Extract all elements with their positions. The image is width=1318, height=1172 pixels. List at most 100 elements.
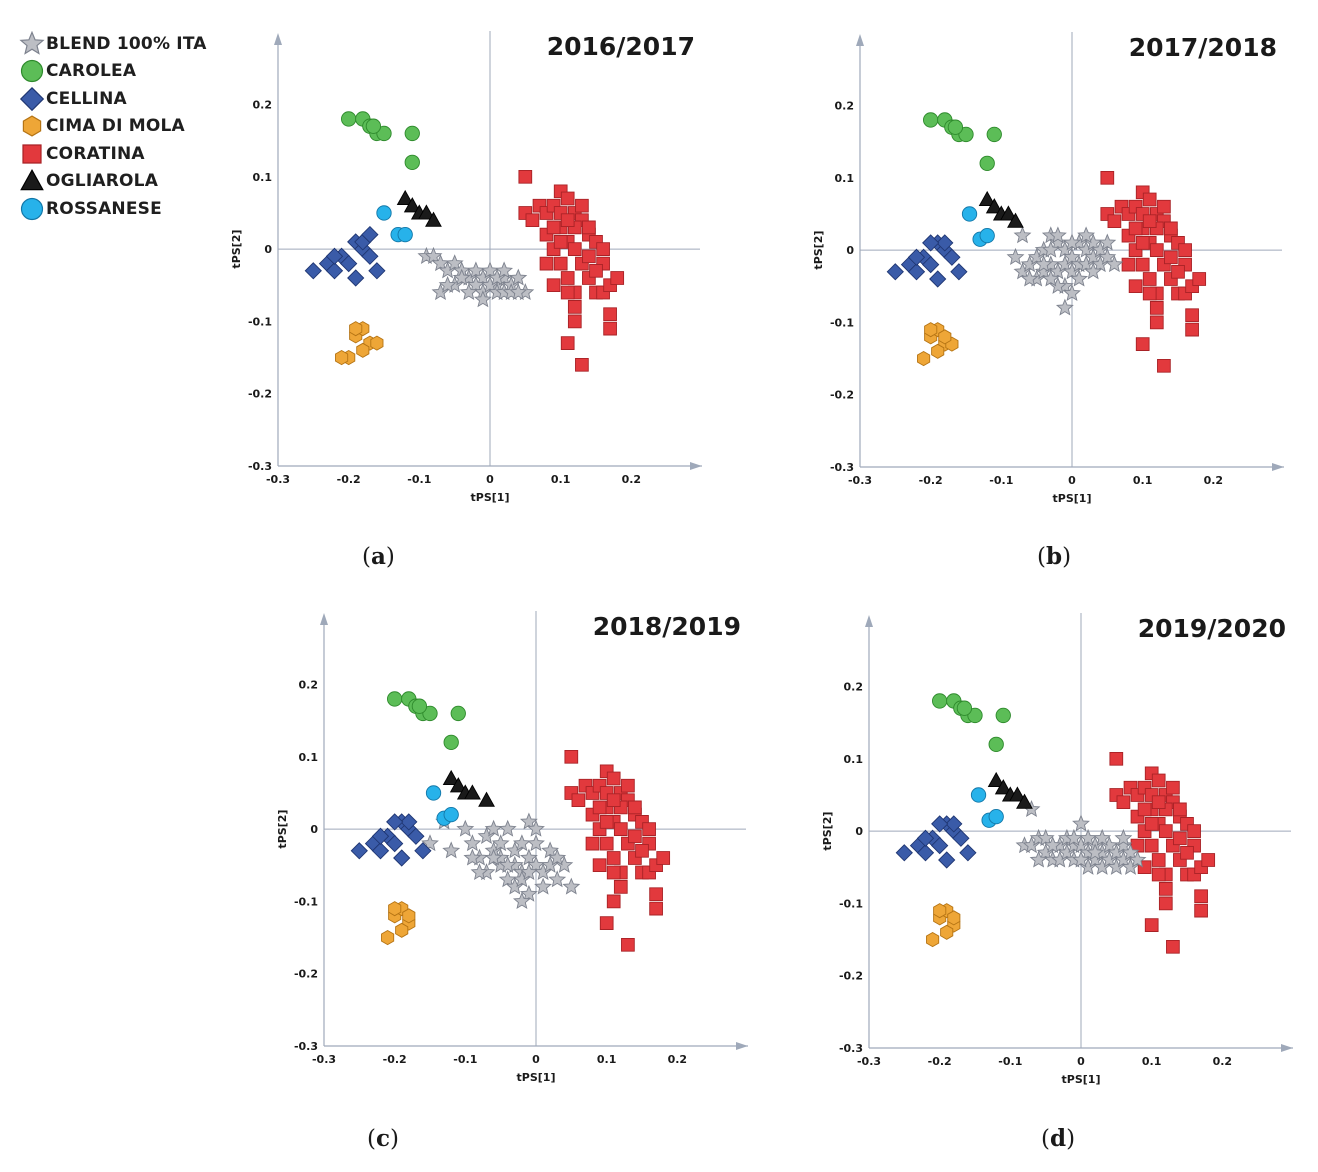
series-rossanese: [425, 785, 459, 826]
data-point-blend-100-ita: [519, 884, 538, 902]
data-point-coratina: [546, 278, 561, 293]
series-cima-di-mola: [917, 322, 959, 367]
data-point-blend-100-ita: [1013, 226, 1032, 244]
legend-triangle-icon: [20, 169, 44, 191]
x-tick-label: -0.2: [928, 1055, 952, 1068]
data-point-blend-100-ita: [519, 848, 538, 866]
x-axis-label: tPS[1]: [517, 1071, 556, 1084]
data-point-cima-di-mola: [938, 329, 952, 345]
x-tick-label: -0.2: [337, 473, 361, 486]
x-tick-label: -0.3: [266, 473, 290, 486]
data-point-coratina: [1144, 817, 1159, 831]
data-point-blend-100-ita: [456, 819, 475, 837]
data-point-blend-100-ita: [519, 863, 538, 881]
series-carolea: [387, 691, 466, 750]
data-point-coratina: [1157, 358, 1171, 373]
data-point-cima-di-mola: [381, 929, 395, 946]
data-point-coratina: [1194, 903, 1208, 918]
data-point-coratina: [582, 249, 596, 264]
y-axis-arrow-icon: [320, 613, 328, 625]
data-point-carolea: [443, 734, 459, 750]
data-point-cellina: [400, 813, 418, 831]
y-tick-label: 0: [310, 823, 318, 836]
data-point-carolea: [450, 705, 466, 722]
y-tick-label: -0.1: [294, 895, 318, 908]
series-ogliarola: [987, 771, 1033, 809]
series-ogliarola: [442, 769, 495, 807]
data-point-coratina: [571, 793, 586, 808]
data-point-cima-di-mola: [933, 903, 947, 919]
data-point-coratina: [1171, 264, 1185, 279]
data-point-carolea: [404, 154, 420, 170]
data-point-ogliarola: [425, 211, 442, 227]
data-point-ogliarola: [985, 198, 1003, 214]
data-point-blend-100-ita: [1029, 850, 1048, 868]
data-point-carolea: [958, 126, 974, 143]
series-carolea: [932, 693, 1011, 752]
data-point-carolea: [932, 693, 948, 709]
legend-hexagon-icon: [22, 115, 42, 137]
data-point-cellina: [371, 842, 390, 860]
data-point-cima-di-mola: [395, 922, 409, 938]
data-point-carolea: [365, 118, 382, 134]
data-point-cellina: [916, 829, 935, 847]
data-point-blend-100-ita: [1128, 850, 1147, 868]
x-axis-arrow-icon: [1281, 1044, 1293, 1052]
data-point-blend-100-ita: [1072, 850, 1090, 868]
chart-title: 2018/2019: [593, 612, 741, 641]
data-point-cima-di-mola: [356, 342, 370, 358]
data-point-coratina: [1142, 192, 1157, 207]
scatter-plot: -0.3 -0.2 -0.1 0 0.1 0.2 0.2 0.1 0 -0.1 -0.2 -0.3 tP…: [821, 613, 1293, 1086]
data-point-carolea: [923, 112, 939, 128]
data-point-coratina: [1135, 337, 1150, 351]
data-point-coratina: [603, 321, 617, 336]
y-tick-label: 0.1: [253, 171, 273, 184]
data-point-blend-100-ita: [1098, 233, 1117, 251]
legend-square-icon: [22, 144, 42, 164]
data-point-cellina: [943, 248, 961, 266]
data-point-coratina: [553, 256, 568, 271]
data-point-blend-100-ita: [1114, 828, 1133, 846]
x-tick-label: 0.2: [668, 1053, 688, 1066]
data-point-blend-100-ita: [1043, 836, 1062, 854]
data-point-rossanese: [376, 205, 392, 221]
data-point-coratina: [606, 865, 621, 880]
data-point-coratina: [606, 793, 621, 808]
data-point-blend-100-ita: [527, 819, 545, 837]
data-point-ogliarola: [478, 791, 495, 807]
legend-diamond-icon: [19, 86, 45, 111]
data-point-cellina: [922, 255, 940, 274]
data-point-blend-100-ita: [1036, 828, 1055, 846]
y-axis-label: tPS[2]: [230, 230, 243, 269]
data-point-ogliarola: [1008, 786, 1026, 802]
data-point-blend-100-ita: [1098, 247, 1117, 265]
x-axis-label: tPS[1]: [1062, 1073, 1101, 1086]
data-point-carolea: [387, 691, 403, 707]
data-point-coratina: [1149, 243, 1164, 257]
data-point-ogliarola: [987, 771, 1005, 788]
data-point-cellina: [325, 247, 344, 265]
data-point-coratina: [539, 256, 554, 271]
data-point-ogliarola: [978, 190, 996, 207]
data-point-coratina: [1192, 272, 1207, 286]
y-tick-label: 0: [264, 243, 272, 256]
data-point-coratina: [1201, 853, 1216, 867]
data-point-coratina: [610, 271, 625, 285]
series-cellina: [350, 813, 432, 867]
data-point-coratina: [567, 314, 582, 329]
data-point-ogliarola: [449, 777, 467, 793]
y-tick-label: -0.2: [248, 388, 272, 401]
data-point-coratina: [560, 191, 575, 206]
data-point-coratina: [1128, 221, 1143, 236]
data-point-coratina: [1158, 882, 1173, 896]
data-point-blend-100-ita: [1063, 284, 1081, 302]
data-point-coratina: [567, 300, 582, 314]
y-tick-label: -0.1: [839, 897, 863, 910]
x-axis-arrow-icon: [1272, 463, 1284, 471]
data-point-cima-di-mola: [335, 349, 349, 366]
data-point-blend-100-ita: [498, 819, 517, 837]
legend-item-rossanese: ROSSANESE: [18, 195, 207, 223]
data-point-cellina: [950, 263, 968, 281]
legend-star-icon: [19, 30, 45, 55]
chart-panel-d: -0.3 -0.2 -0.1 0 0.1 0.2 0.2 0.1 0 -0.1 -0.2 -0.3 tP…: [821, 607, 1301, 1107]
